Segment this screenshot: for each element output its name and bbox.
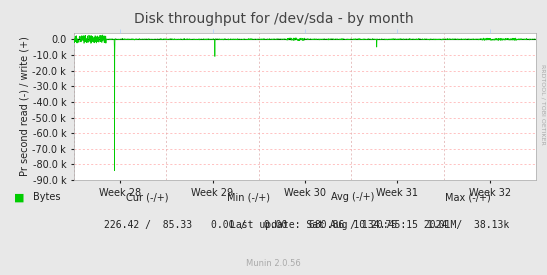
Text: Max (-/+): Max (-/+): [445, 192, 491, 202]
Text: Avg (-/+): Avg (-/+): [331, 192, 375, 202]
Text: 1.01M/  38.13k: 1.01M/ 38.13k: [427, 220, 509, 230]
Text: Last update: Sat Aug 10 20:45:15 2024: Last update: Sat Aug 10 20:45:15 2024: [230, 220, 448, 230]
Text: RRDTOOL / TOBI OETIKER: RRDTOOL / TOBI OETIKER: [540, 64, 546, 145]
Text: 0.00 /   0.00: 0.00 / 0.00: [211, 220, 287, 230]
Text: ■: ■: [14, 192, 24, 202]
Text: Bytes: Bytes: [33, 192, 60, 202]
Text: 226.42 /  85.33: 226.42 / 85.33: [103, 220, 192, 230]
Text: Disk throughput for /dev/sda - by month: Disk throughput for /dev/sda - by month: [133, 12, 414, 26]
Text: Min (-/+): Min (-/+): [228, 192, 270, 202]
Y-axis label: Pr second read (-) / write (+): Pr second read (-) / write (+): [20, 37, 30, 177]
Text: 680.86 / 134.75: 680.86 / 134.75: [309, 220, 397, 230]
Text: Munin 2.0.56: Munin 2.0.56: [246, 259, 301, 268]
Text: Cur (-/+): Cur (-/+): [126, 192, 169, 202]
